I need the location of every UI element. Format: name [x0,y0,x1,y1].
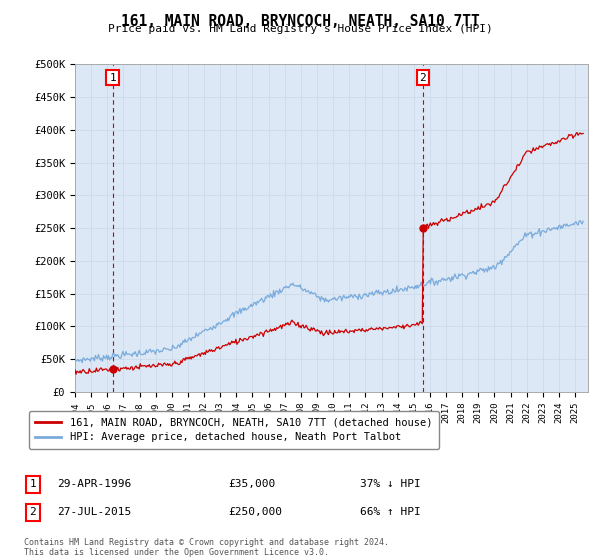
Text: Price paid vs. HM Land Registry's House Price Index (HPI): Price paid vs. HM Land Registry's House … [107,24,493,34]
Text: £250,000: £250,000 [228,507,282,517]
Legend: 161, MAIN ROAD, BRYNCOCH, NEATH, SA10 7TT (detached house), HPI: Average price, : 161, MAIN ROAD, BRYNCOCH, NEATH, SA10 7T… [29,411,439,449]
Text: 161, MAIN ROAD, BRYNCOCH, NEATH, SA10 7TT: 161, MAIN ROAD, BRYNCOCH, NEATH, SA10 7T… [121,14,479,29]
Text: £35,000: £35,000 [228,479,275,489]
Text: 1: 1 [29,479,37,489]
Text: 2: 2 [29,507,37,517]
Text: Contains HM Land Registry data © Crown copyright and database right 2024.
This d: Contains HM Land Registry data © Crown c… [24,538,389,557]
Text: 1: 1 [109,72,116,82]
Text: 37% ↓ HPI: 37% ↓ HPI [360,479,421,489]
Text: 29-APR-1996: 29-APR-1996 [57,479,131,489]
Text: 2: 2 [419,72,427,82]
Text: 66% ↑ HPI: 66% ↑ HPI [360,507,421,517]
Text: 27-JUL-2015: 27-JUL-2015 [57,507,131,517]
